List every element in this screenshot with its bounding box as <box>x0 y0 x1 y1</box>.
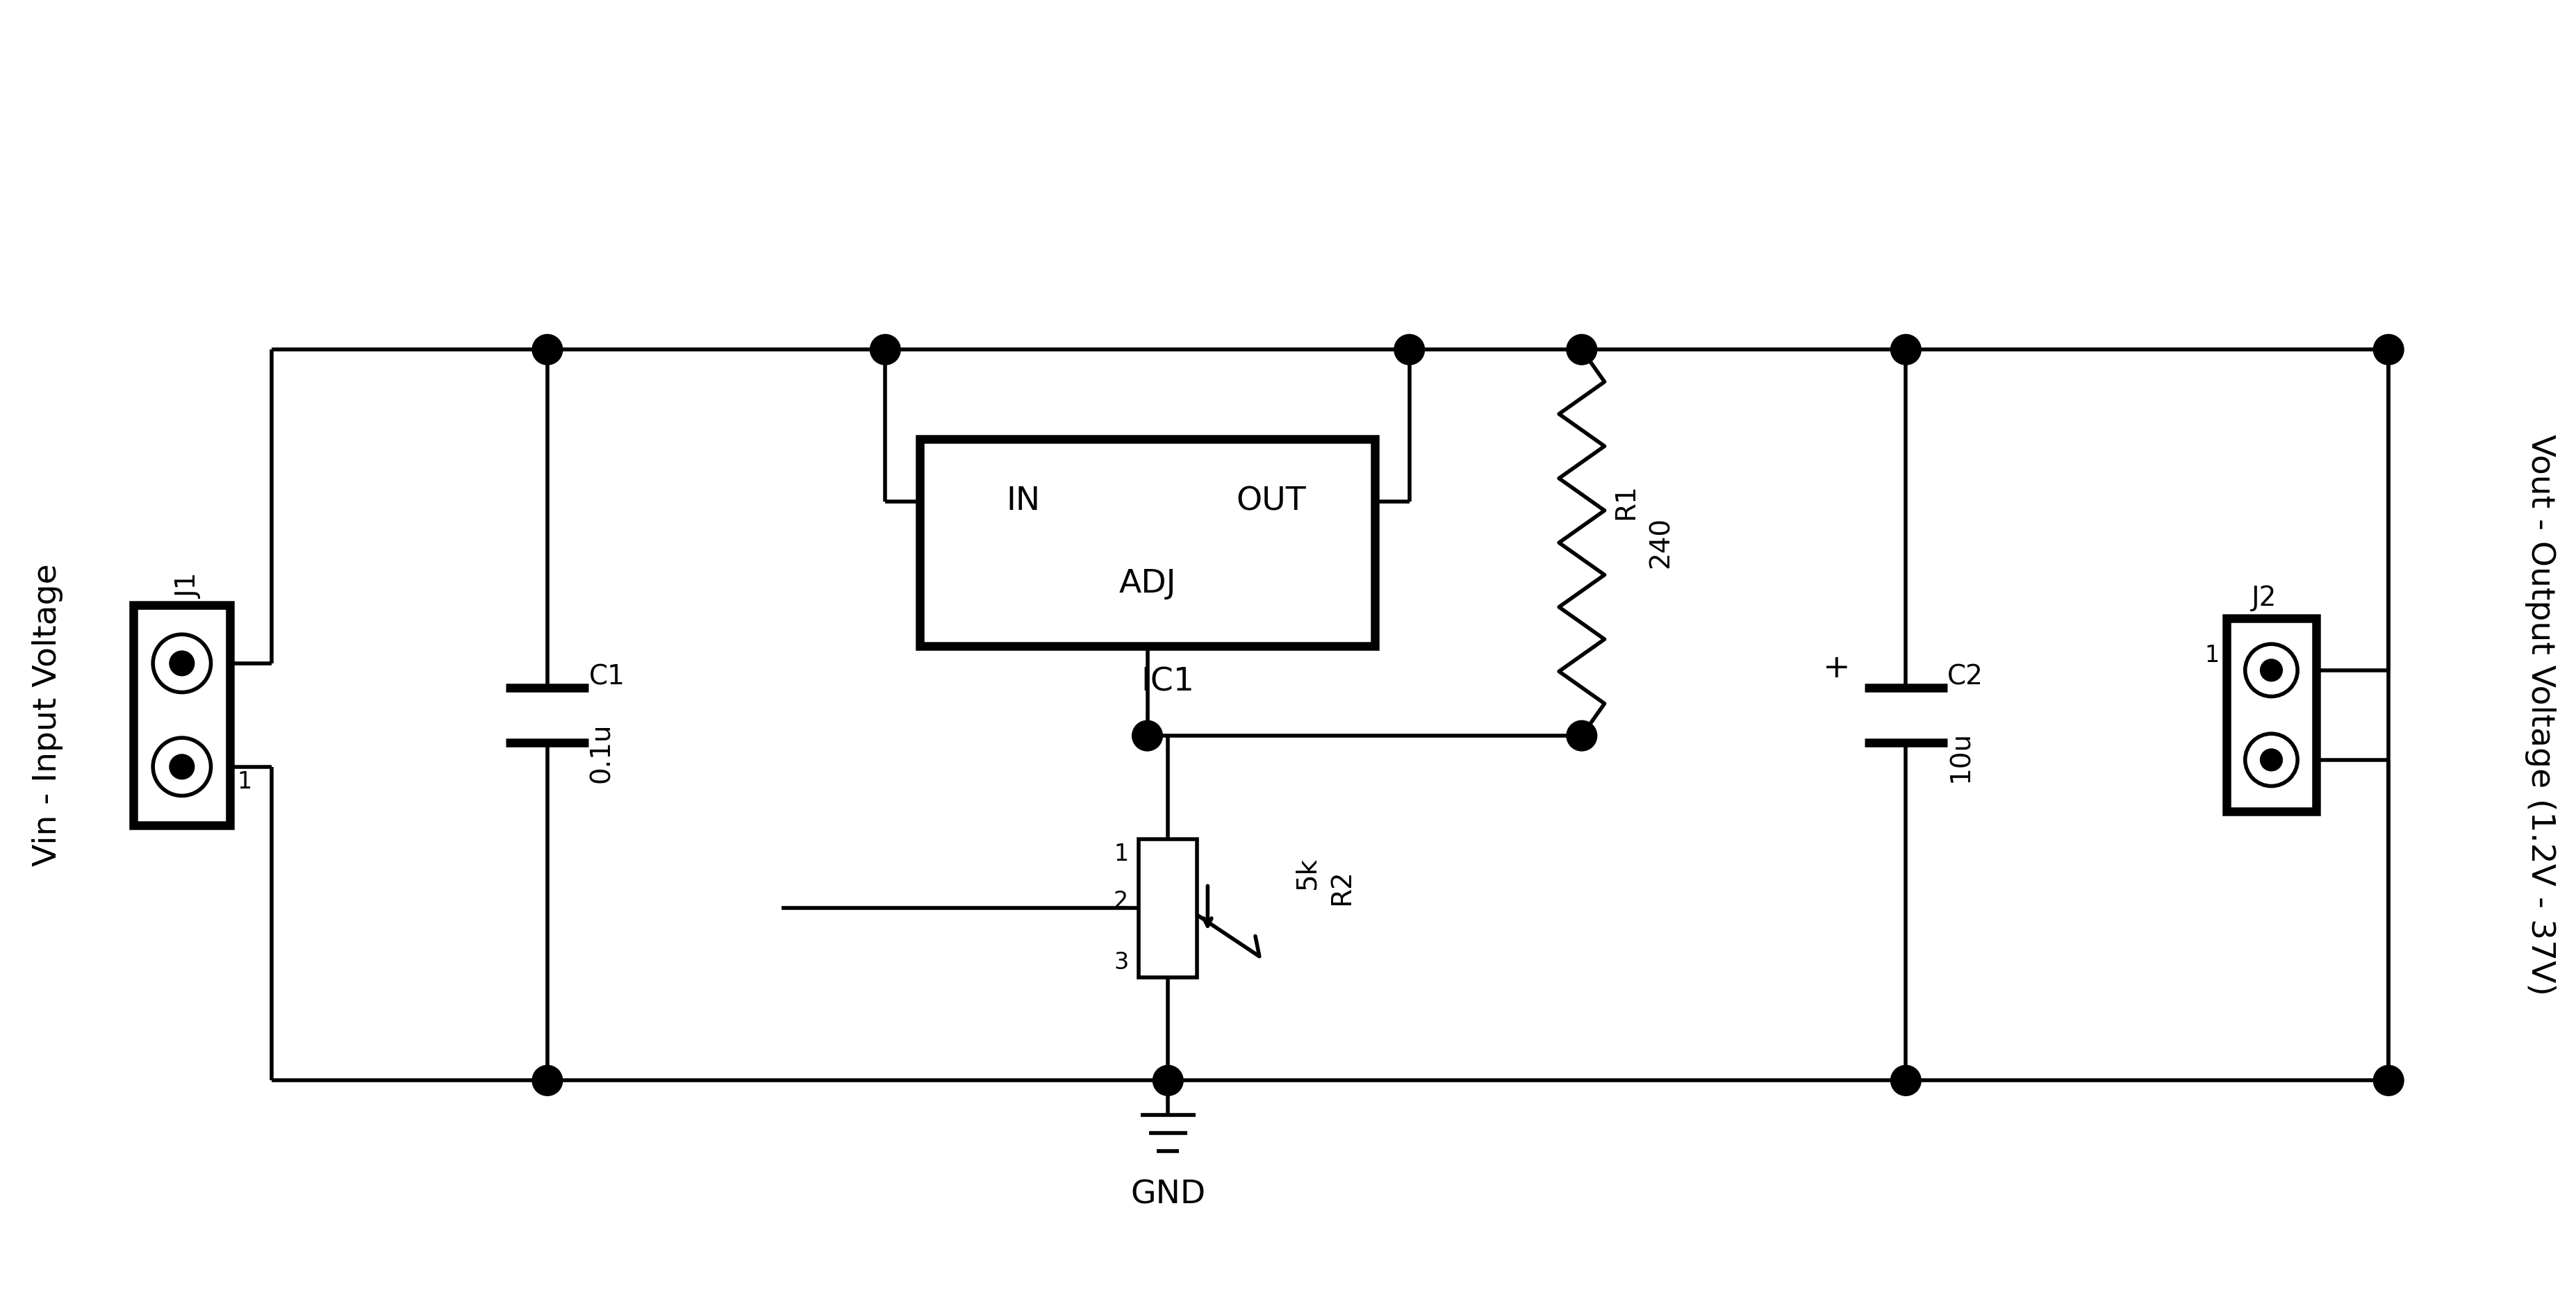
Circle shape <box>2372 1066 2403 1096</box>
Text: R2: R2 <box>1329 870 1355 905</box>
Circle shape <box>533 334 562 364</box>
Bar <box>134 605 229 825</box>
Text: 2: 2 <box>1113 889 1128 913</box>
Circle shape <box>152 635 211 692</box>
Text: J2: J2 <box>2251 585 2277 611</box>
Circle shape <box>1133 721 1162 751</box>
Circle shape <box>1891 334 1922 364</box>
Circle shape <box>1154 1066 1182 1096</box>
Text: IC1: IC1 <box>1141 667 1195 697</box>
Circle shape <box>170 755 193 780</box>
Circle shape <box>871 334 902 364</box>
Text: +: + <box>1824 653 1850 684</box>
Circle shape <box>2246 644 2298 696</box>
Circle shape <box>1394 334 1425 364</box>
Text: ADJ: ADJ <box>1118 568 1177 599</box>
Circle shape <box>2259 748 2282 771</box>
Circle shape <box>152 738 211 795</box>
Circle shape <box>533 1066 562 1096</box>
Text: 10u: 10u <box>1947 730 1973 782</box>
Text: 1: 1 <box>1113 842 1128 866</box>
Circle shape <box>1566 721 1597 751</box>
Text: 3: 3 <box>1113 951 1128 974</box>
Text: R1: R1 <box>1613 483 1638 520</box>
Circle shape <box>1891 1066 1922 1096</box>
Circle shape <box>2372 334 2403 364</box>
Text: 1: 1 <box>237 771 252 793</box>
Text: 1: 1 <box>2205 644 2221 667</box>
Text: 0.1u: 0.1u <box>590 724 616 784</box>
Text: 240: 240 <box>1646 517 1674 568</box>
Text: GND: GND <box>1131 1179 1206 1211</box>
Text: Vout - Output Voltage (1.2V - 37V): Vout - Output Voltage (1.2V - 37V) <box>2524 435 2555 995</box>
Text: J1: J1 <box>175 572 201 598</box>
Text: IN: IN <box>1007 486 1041 517</box>
Text: 5k: 5k <box>1293 857 1321 889</box>
Bar <box>1139 840 1198 977</box>
Bar <box>920 439 1376 646</box>
Circle shape <box>1566 334 1597 364</box>
Circle shape <box>2259 660 2282 682</box>
Text: Vin - Input Voltage: Vin - Input Voltage <box>31 564 62 866</box>
Text: C2: C2 <box>1947 663 1984 691</box>
Text: OUT: OUT <box>1236 486 1306 517</box>
Text: C1: C1 <box>590 663 626 691</box>
Circle shape <box>2246 734 2298 786</box>
Bar <box>2226 619 2316 811</box>
Circle shape <box>170 650 193 675</box>
